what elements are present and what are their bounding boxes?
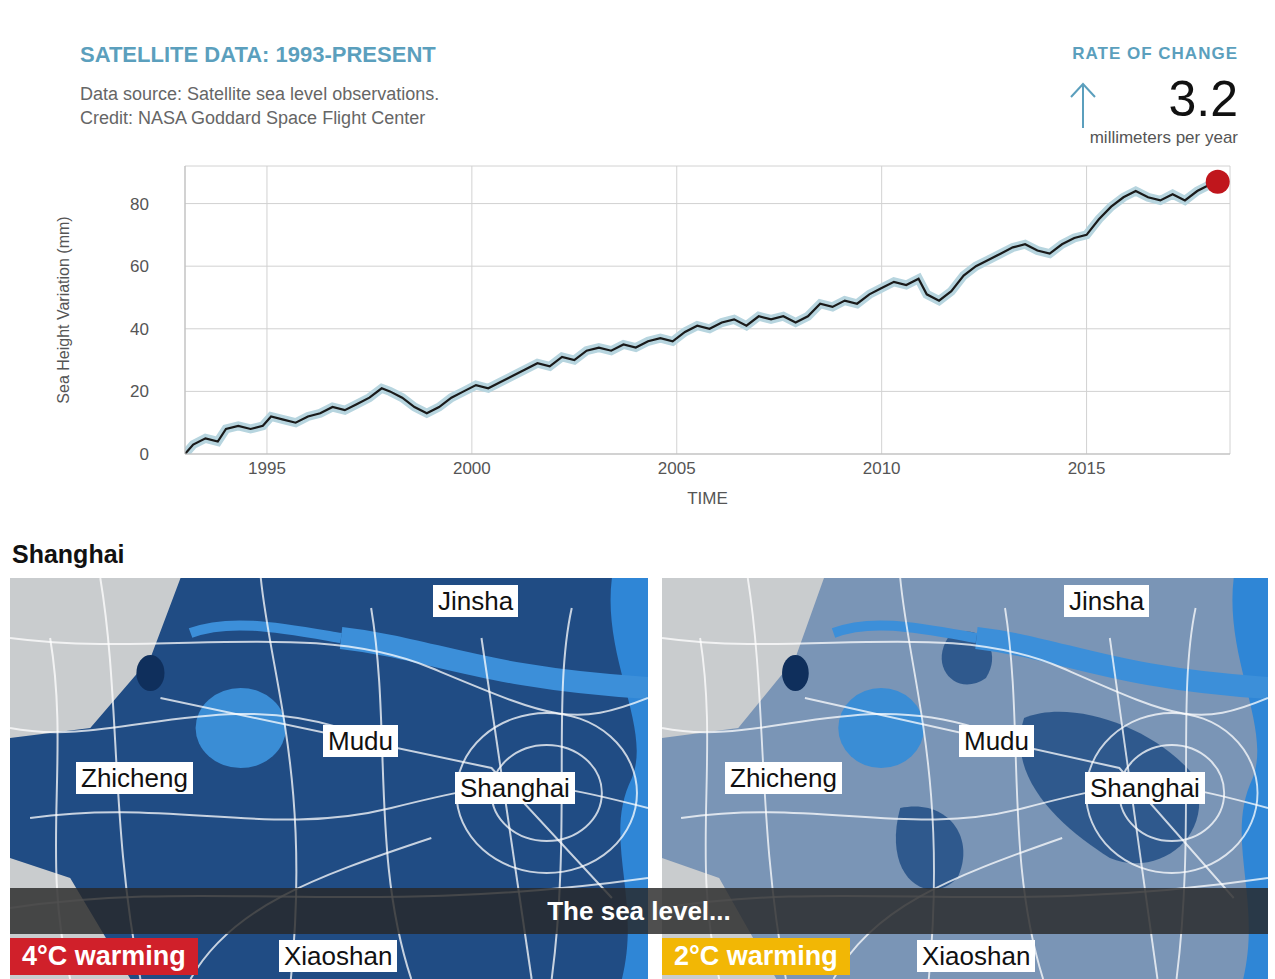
html-text:Shanghai: Shanghai: [1090, 773, 1200, 803]
html-text:Shanghai: Shanghai: [12, 540, 125, 568]
svg-text:2015: 2015: [1068, 459, 1106, 478]
html-text:4°C warming: 4°C warming: [22, 941, 186, 971]
html-text:Mudu: Mudu: [964, 726, 1029, 756]
html-text:2°C warming: 2°C warming: [674, 941, 838, 971]
svg-text:80: 80: [130, 195, 149, 214]
svg-text:2010: 2010: [863, 459, 901, 478]
html-text:Jinsha: Jinsha: [438, 586, 514, 616]
svg-text:20: 20: [130, 382, 149, 401]
html-text:Xiaoshan: Xiaoshan: [284, 941, 393, 971]
svg-text:40: 40: [130, 320, 149, 339]
svg-text:1995: 1995: [248, 459, 286, 478]
html-text:Shanghai: Shanghai: [460, 773, 570, 803]
html-text:Jinsha: Jinsha: [1069, 586, 1145, 616]
svg-text:2000: 2000: [453, 459, 491, 478]
html-text:3.2: 3.2: [1168, 71, 1238, 127]
html-text:Zhicheng: Zhicheng: [81, 763, 188, 793]
html-text:Mudu: Mudu: [328, 726, 393, 756]
html-text:Credit: NASA Goddard Space Fli: Credit: NASA Goddard Space Flight Center: [80, 108, 426, 128]
html-text:The sea level...: The sea level...: [547, 896, 731, 926]
svg-text:0: 0: [140, 445, 149, 464]
svg-text:TIME: TIME: [687, 489, 728, 508]
html-text:RATE OF CHANGE: RATE OF CHANGE: [1072, 44, 1238, 63]
svg-text:Sea Height Variation (mm): Sea Height Variation (mm): [55, 216, 72, 403]
html-text:Data source: Satellite sea lev: Data source: Satellite sea level observa…: [80, 84, 440, 104]
html-text:Zhicheng: Zhicheng: [730, 763, 837, 793]
html-text:millimeters per year: millimeters per year: [1089, 128, 1238, 147]
svg-text:2005: 2005: [658, 459, 696, 478]
svg-text:60: 60: [130, 257, 149, 276]
html-text:Xiaoshan: Xiaoshan: [922, 941, 1031, 971]
html-text:SATELLITE DATA: 1993-PRESENT: SATELLITE DATA: 1993-PRESENT: [80, 42, 436, 67]
